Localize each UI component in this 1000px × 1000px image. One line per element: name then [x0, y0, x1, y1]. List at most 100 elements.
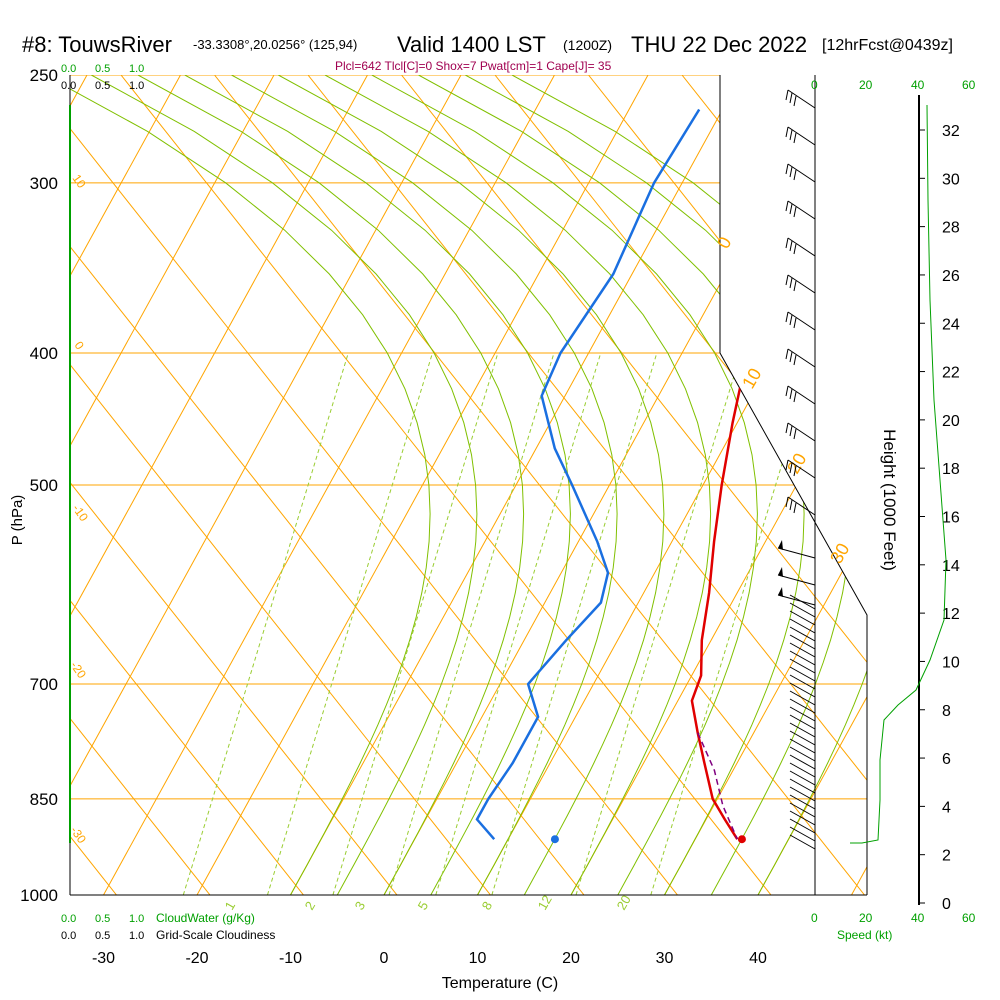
title-fcst: [12hrFcst@0439z] — [822, 37, 953, 54]
mixing-ratio-line — [491, 352, 658, 895]
cloudwater-scale-bottom: 0.0 0.5 1.0 CloudWater (g/Kg) 0.0 0.5 1.… — [61, 911, 275, 942]
dry-adiabat-label: 10 — [70, 172, 89, 191]
wind-barb-flag — [785, 163, 789, 175]
wind-barb — [789, 722, 816, 738]
wind-barb — [789, 658, 816, 674]
cl-top-tick: 0.5 — [95, 80, 110, 92]
wind-barb — [789, 802, 816, 818]
wind-barb — [789, 834, 816, 850]
wind-barb — [789, 794, 816, 810]
mixing-ratio-label: 20 — [614, 892, 634, 912]
wind-barb — [789, 682, 816, 698]
cloudwater-profile — [850, 104, 947, 844]
mixing-ratio-label: 12 — [535, 892, 555, 912]
moist-adiabat-line — [231, 75, 618, 895]
wind-barb-flag — [789, 388, 793, 400]
wind-barb-flag — [785, 89, 789, 101]
wind-barb-flag — [789, 240, 793, 252]
wind-barb-pennant — [778, 587, 783, 597]
wind-barb — [789, 714, 816, 730]
temperature-tick-label: -10 — [279, 950, 302, 967]
height-tick-label: 32 — [942, 123, 960, 140]
pressure-tick-label: 400 — [30, 344, 58, 363]
wind-barb-flag — [785, 459, 789, 471]
cl-top-tick: 0.0 — [61, 80, 76, 92]
wind-barb-flag — [793, 206, 797, 218]
dry-adiabat-line — [307, 75, 867, 895]
wind-barb — [789, 810, 816, 826]
sounding-series — [475, 108, 832, 841]
wind-barb — [789, 650, 816, 666]
cloudiness-label: Grid-Scale Cloudiness — [156, 928, 275, 942]
wind-barb — [789, 602, 816, 618]
moist-adiabat-line — [278, 75, 665, 895]
dry-adiabat-line — [70, 75, 211, 895]
isotherm-label: 10 — [738, 365, 765, 392]
dry-adiabat-line — [588, 75, 867, 895]
wind-barb — [789, 778, 816, 794]
wind-barb-flag — [789, 499, 793, 511]
frame-right — [719, 75, 868, 895]
isotherm-line — [70, 75, 275, 895]
wind-barb-flag — [789, 92, 793, 104]
isotherm-line — [70, 75, 181, 895]
mixing-ratio-line — [182, 352, 349, 895]
temperature-tick-label: 0 — [380, 950, 389, 967]
wind-barb-flag — [785, 496, 789, 508]
height-tick-label: 24 — [942, 316, 960, 333]
wind-barb-flag — [793, 169, 797, 181]
isotherm-line — [945, 75, 1000, 895]
mixing-ratio-label: 5 — [415, 899, 432, 913]
height-tick-label: 4 — [942, 799, 951, 816]
title-date: THU 22 Dec 2022 — [631, 32, 807, 57]
mixing-ratio-line — [332, 352, 499, 895]
y-axis-title: P (hPa) — [9, 495, 26, 546]
wind-barb — [789, 754, 816, 770]
speed-bottom-tick: 40 — [911, 911, 925, 925]
wind-barb — [777, 594, 816, 606]
wind-barb — [787, 385, 816, 405]
pressure-tick-label: 1000 — [20, 886, 58, 905]
height-tick-label: 10 — [942, 654, 960, 671]
isotherm-line — [851, 75, 867, 895]
height-tick-label: 22 — [942, 365, 960, 382]
stats-line: Plcl=642 Tlcl[C]=0 Shox=7 Pwat[cm]=1 Cap… — [335, 59, 612, 73]
dry-adiabat-line — [70, 75, 585, 895]
wind-barb-flag — [789, 425, 793, 437]
series-dewpoint-line — [475, 108, 701, 841]
wind-barb — [777, 547, 816, 559]
wind-barb — [789, 770, 816, 786]
isotherm-line — [70, 75, 462, 895]
temperature-tick-label: 40 — [749, 950, 767, 967]
dry-adiabat-line — [120, 75, 772, 895]
wind-barb — [789, 674, 816, 690]
wind-barb — [787, 237, 816, 257]
wind-barb-flag — [789, 166, 793, 178]
wind-barb — [789, 818, 816, 834]
wind-barb-flag — [793, 391, 797, 403]
isotherm-line — [757, 75, 867, 895]
dry-adiabat-line — [70, 75, 398, 895]
speed-scale: 0 20 40 60 0 20 40 60 Speed (kt) — [811, 75, 976, 942]
dry-adiabat-line — [214, 75, 865, 895]
dry-adiabat-line — [70, 75, 678, 895]
wind-barb — [789, 690, 816, 706]
wind-barb-flag — [789, 351, 793, 363]
height-tick-label: 20 — [942, 413, 960, 430]
wind-barb-flag — [785, 385, 789, 397]
cl-top-tick: 1.0 — [129, 80, 144, 92]
isotherm-line — [196, 75, 649, 895]
height-tick-label: 18 — [942, 461, 960, 478]
wind-barb — [787, 311, 816, 331]
wind-barb — [789, 746, 816, 762]
wind-barb — [789, 610, 816, 626]
isotherm-line — [103, 75, 555, 895]
wind-barb — [787, 89, 816, 109]
temperature-tick-label: 30 — [656, 950, 674, 967]
isotherm-label: 0 — [713, 233, 735, 252]
wind-barb-flag — [793, 243, 797, 255]
pressure-tick-label: 500 — [30, 476, 58, 495]
isotherm-line — [290, 75, 742, 895]
wind-barb — [787, 200, 816, 220]
